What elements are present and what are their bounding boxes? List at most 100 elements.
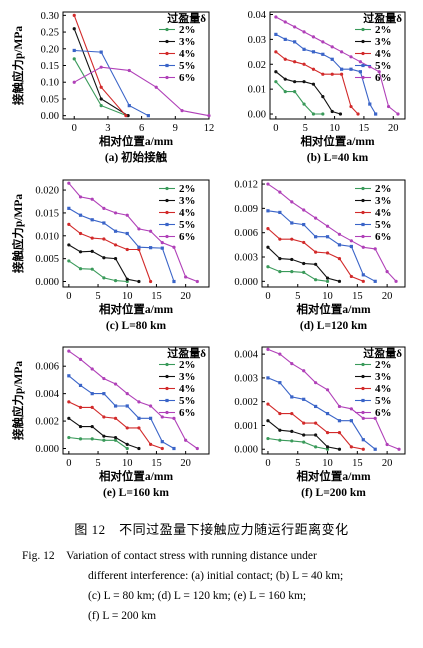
data-point — [90, 424, 94, 429]
legend-swatch-marker — [361, 234, 365, 239]
data-point — [266, 347, 270, 351]
x-tick-label: 5 — [295, 291, 300, 302]
data-point — [358, 60, 362, 64]
data-point — [72, 57, 76, 61]
panel-caption: (d) L=120 km — [300, 320, 368, 332]
data-point — [293, 40, 297, 44]
legend-title: 过盈量δ — [363, 346, 402, 360]
data-point — [349, 445, 353, 449]
data-point — [78, 213, 83, 217]
series-6% — [274, 15, 400, 116]
data-point — [67, 374, 71, 378]
y-tick-label: 0.20 — [41, 44, 59, 55]
legend-entry-label: 3% — [375, 371, 392, 383]
series-line — [68, 207, 175, 282]
plot-frame — [62, 179, 210, 288]
series-line — [267, 437, 328, 450]
data-point — [72, 80, 76, 84]
data-point — [274, 70, 278, 74]
data-point — [325, 388, 330, 392]
data-point — [67, 416, 71, 420]
legend-swatch-marker — [165, 410, 169, 415]
data-point — [314, 235, 318, 239]
data-point — [278, 210, 282, 215]
data-point — [340, 50, 344, 54]
data-point — [278, 438, 282, 442]
chart-panel-a: 0 3 6 9 12 0.00 0.05 0.10 0.15 0.20 0.25 0.30 相对位置a/… — [11, 11, 214, 164]
data-point — [325, 445, 330, 449]
legend-entry-label: 3% — [179, 371, 196, 383]
y-tick-label: 0.000 — [234, 445, 258, 456]
data-point — [99, 50, 103, 54]
data-point — [113, 438, 118, 442]
data-point — [302, 440, 306, 444]
series-2% — [67, 259, 129, 284]
legend-entry-label: 5% — [179, 219, 196, 231]
x-tick-label: 0 — [265, 291, 270, 302]
series-5% — [72, 48, 150, 118]
legend-entry-label: 6% — [375, 72, 392, 84]
x-tick-label: 5 — [95, 291, 100, 302]
legend-swatch-marker — [165, 63, 169, 68]
data-point — [266, 436, 270, 441]
y-axis-label: 接触应力p/MPa — [11, 26, 25, 105]
data-point — [290, 269, 294, 274]
legend-entry-label: 2% — [179, 359, 196, 371]
data-point — [325, 276, 330, 280]
data-point — [278, 381, 282, 385]
series-line — [275, 51, 359, 115]
x-tick-label: 10 — [122, 291, 133, 302]
data-point — [290, 411, 294, 416]
y-tick-label: 0.003 — [234, 253, 258, 264]
legend-entry-label: 2% — [375, 24, 392, 36]
data-point — [113, 278, 118, 283]
x-tick-label: 10 — [122, 458, 133, 469]
data-point — [266, 182, 270, 186]
y-tick-label: 0.000 — [234, 277, 258, 288]
series-line — [73, 66, 210, 117]
series-6% — [67, 349, 199, 451]
legend-swatch-marker — [361, 51, 365, 56]
chart-panel-c: 0 5 10 15 20 0.000 0.005 0.010 0.015 0.020 相对位置a/m… — [11, 179, 210, 332]
x-tick-label: 5 — [95, 458, 100, 469]
data-point — [67, 435, 71, 440]
data-point — [180, 109, 184, 113]
data-point — [266, 265, 270, 269]
data-point — [283, 90, 287, 94]
data-point — [314, 216, 318, 220]
data-point — [113, 211, 118, 215]
series-6% — [72, 65, 211, 118]
data-point — [356, 112, 360, 116]
y-tick-label: 0.004 — [234, 350, 258, 361]
data-point — [338, 112, 343, 116]
data-point — [78, 250, 83, 254]
y-tick-label: 0.002 — [35, 417, 59, 428]
data-point — [125, 247, 129, 252]
legend-swatch-marker — [361, 386, 365, 391]
y-tick-label: 0.005 — [35, 254, 59, 265]
series-3% — [72, 27, 130, 118]
data-point — [274, 32, 278, 36]
data-point — [385, 442, 389, 447]
series-line — [68, 260, 128, 283]
x-axis-label: 相对位置a/mm — [99, 302, 174, 316]
caption-en-line-4: (f) L = 200 km — [88, 610, 157, 622]
data-point — [361, 416, 365, 420]
data-point — [330, 45, 334, 49]
data-point — [311, 67, 316, 71]
data-point — [149, 416, 153, 420]
x-tick-label: 15 — [151, 291, 162, 302]
data-point — [184, 438, 188, 442]
series-4% — [266, 227, 365, 283]
series-5% — [67, 206, 176, 284]
data-point — [78, 357, 83, 361]
data-point — [274, 15, 278, 19]
legend-swatch-marker — [165, 210, 169, 215]
data-point — [311, 35, 316, 39]
legend-entry-label: 3% — [179, 36, 196, 48]
data-point — [278, 352, 282, 356]
y-tick-label: 0.001 — [234, 421, 258, 432]
data-point — [78, 267, 83, 271]
data-point — [149, 404, 153, 408]
